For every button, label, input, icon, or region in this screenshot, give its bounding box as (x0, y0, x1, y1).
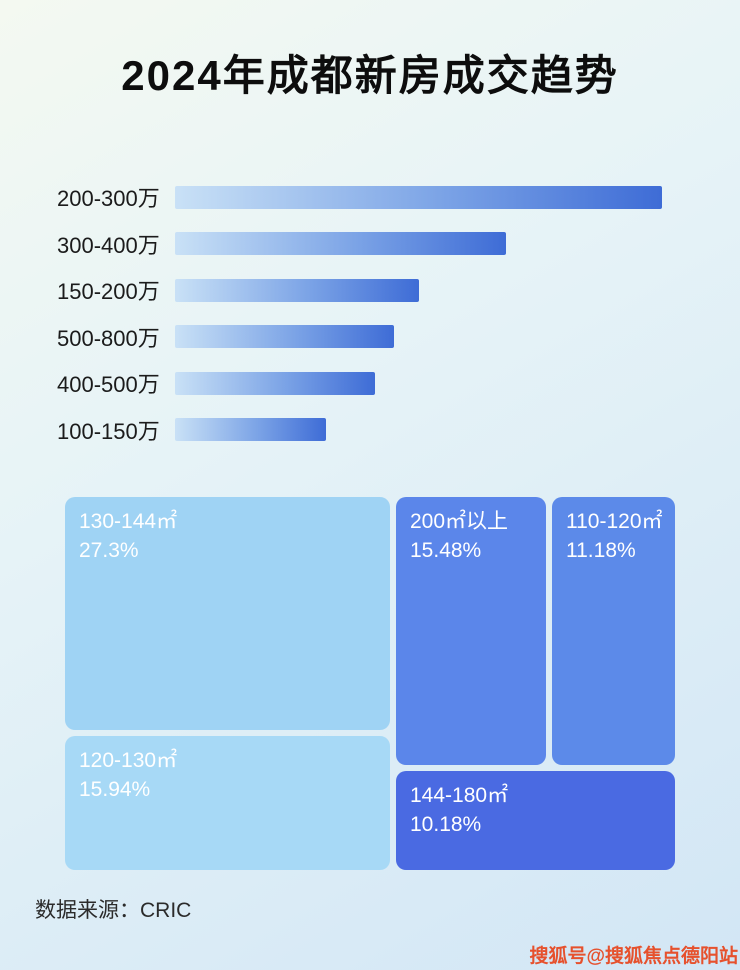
treemap-block-percent: 10.18% (410, 813, 482, 837)
bar-chart: 200-300万 300-400万 150-200万 500-800万 400-… (57, 174, 662, 453)
bar-category-label: 400-500万 (57, 372, 160, 398)
bar-track (175, 325, 662, 349)
treemap-block-110-120: 110-120㎡ 11.18% (552, 497, 675, 765)
treemap-block-percent: 11.18% (566, 539, 636, 563)
data-source: 数据来源：CRIC (35, 899, 192, 922)
treemap-block-120-130: 120-130㎡ 15.94% (65, 736, 390, 870)
bar-row: 300-400万 (57, 221, 662, 268)
treemap-block-label: 110-120㎡ (566, 510, 663, 533)
page-title: 2024年成都新房成交趋势 (121, 52, 619, 99)
bar-track (175, 232, 662, 256)
watermark: 搜狐号@搜狐焦点德阳站 (529, 946, 738, 967)
treemap-block-130-144: 130-144㎡ 27.3% (65, 497, 390, 730)
bar-track (175, 278, 662, 302)
bar-track (175, 371, 662, 395)
bar-category-label: 300-400万 (57, 232, 160, 258)
treemap-block-200-plus: 200㎡以上 15.48% (396, 497, 546, 765)
treemap-block-percent: 15.94% (79, 778, 151, 802)
bar-row: 500-800万 (57, 314, 662, 361)
treemap-block-label: 130-144㎡ (79, 510, 178, 533)
treemap-block-label: 200㎡以上 (410, 510, 509, 533)
bar-category-label: 150-200万 (57, 279, 160, 305)
bar (175, 325, 395, 349)
bar-category-label: 500-800万 (57, 325, 160, 351)
bar-category-label: 100-150万 (57, 418, 160, 444)
bar-row: 150-200万 (57, 267, 662, 314)
treemap-block-144-180: 144-180㎡ 10.18% (396, 771, 675, 870)
treemap: 130-144㎡ 27.3% 120-130㎡ 15.94% 200㎡以上 15… (65, 497, 675, 870)
bar (175, 185, 662, 209)
treemap-block-percent: 15.48% (410, 539, 482, 563)
bar-track (175, 418, 662, 442)
treemap-block-label: 120-130㎡ (79, 749, 178, 772)
bar (175, 232, 507, 256)
bar-row: 100-150万 (57, 407, 662, 454)
bar-category-label: 200-300万 (57, 186, 160, 212)
treemap-block-percent: 27.3% (79, 539, 139, 563)
bar (175, 371, 375, 395)
bar (175, 278, 419, 302)
treemap-block-label: 144-180㎡ (410, 784, 509, 807)
bar-row: 400-500万 (57, 360, 662, 407)
bar-track (175, 185, 662, 209)
bar-row: 200-300万 (57, 174, 662, 221)
bar (175, 418, 326, 442)
